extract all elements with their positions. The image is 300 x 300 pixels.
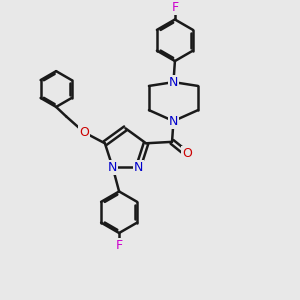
Text: F: F <box>116 238 123 252</box>
Text: N: N <box>134 161 143 174</box>
Text: O: O <box>79 126 89 139</box>
Text: F: F <box>171 1 178 14</box>
Text: O: O <box>182 148 192 160</box>
Text: N: N <box>169 115 178 128</box>
Text: N: N <box>108 161 117 174</box>
Text: N: N <box>169 76 178 88</box>
